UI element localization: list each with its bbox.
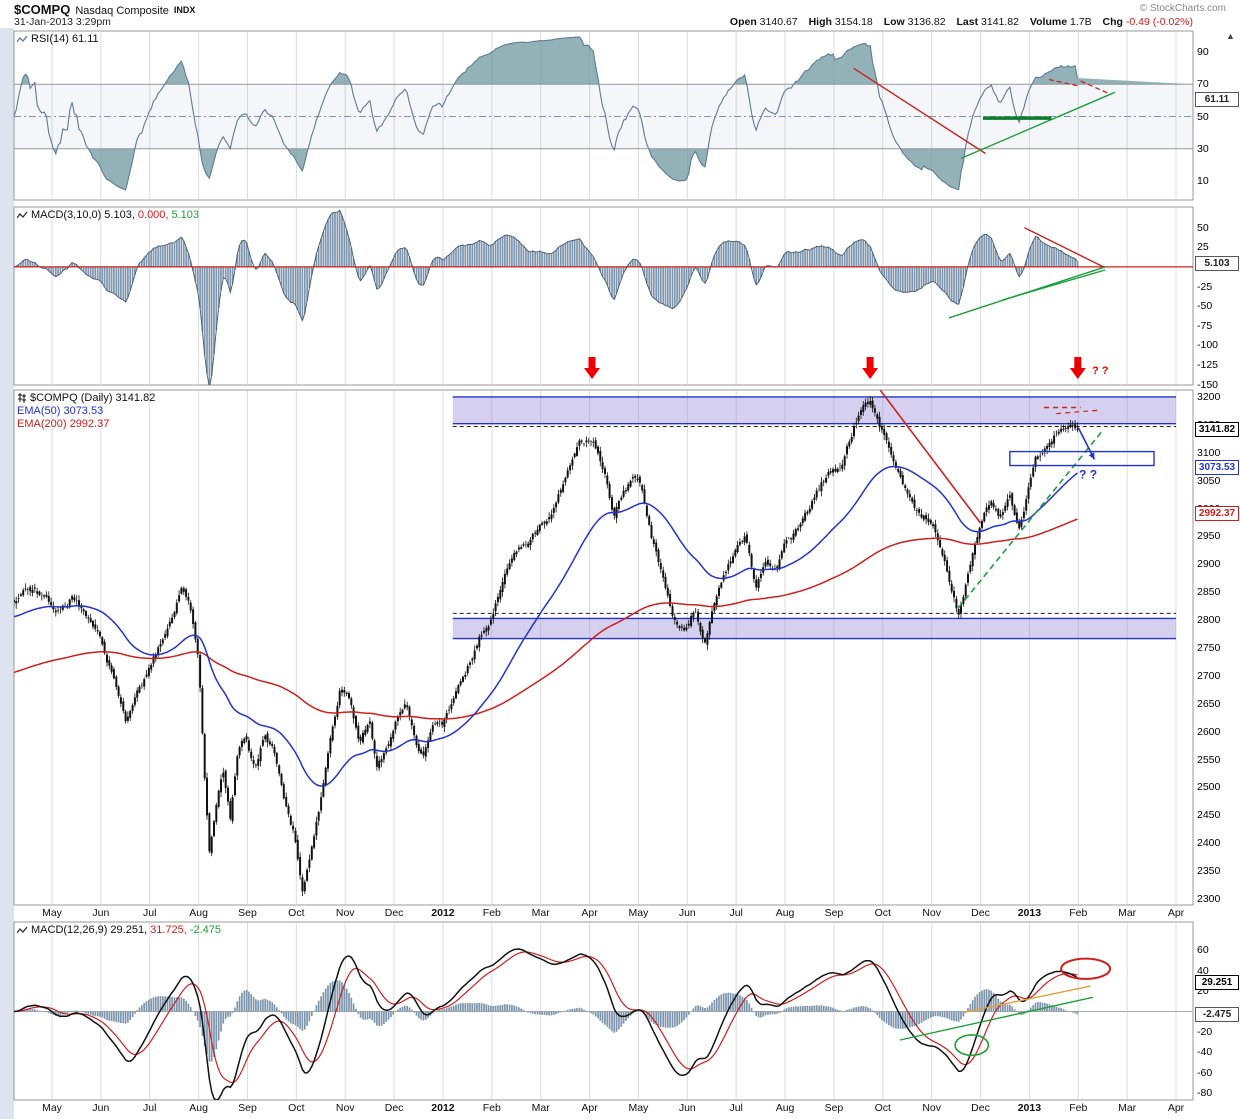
ema200-legend: EMA(200) 2992.37 (17, 418, 109, 430)
symbol-name: Nasdaq Composite (75, 5, 169, 17)
chart-header: $COMPQ Nasdaq Composite INDX © StockCharts… (0, 0, 1240, 29)
rsi-plot (14, 36, 1193, 191)
last-value: 3141.82 (981, 16, 1019, 28)
down-arrow-icon (862, 357, 879, 379)
chg-value: -0.49 (-0.02%) (1125, 16, 1193, 28)
macd-slow-plot (14, 948, 1193, 1100)
macd-slow-value: 29.251, (110, 924, 148, 936)
price-panel (13, 389, 1194, 906)
left-margin (0, 28, 14, 1119)
svg-text:? ?: ? ? (1079, 467, 1097, 481)
macd-fast-signal: 0.000, (137, 209, 169, 221)
macd-fast-plot (14, 209, 1193, 385)
macd-slow-legend-icon (17, 926, 28, 933)
candlestick-legend-icon (18, 393, 26, 403)
price-plot: ? ? (14, 390, 1177, 897)
down-arrow-icon (584, 357, 600, 379)
high-label: High (808, 16, 832, 28)
exchange-tag: INDX (173, 5, 196, 15)
macd_fast-panel (13, 206, 1194, 386)
copyright: © StockCharts.com (1139, 3, 1226, 14)
macd-slow-legend: MACD(12,26,9) 29.251, 31.725, -2.475 (17, 924, 221, 936)
volume-value: 1.7B (1070, 16, 1092, 28)
quote-bar: Open 3140.67 High 3154.18 Low 3136.82 La… (722, 16, 1193, 28)
macd-fast-legend-icon (17, 211, 28, 218)
low-value: 3136.82 (907, 16, 946, 28)
ema50-legend: EMA(50) 3073.53 (17, 405, 103, 417)
symbol: $COMPQ (14, 2, 71, 17)
macd-slow-hist: -2.475 (189, 924, 222, 936)
macd-fast-legend: MACD(3,10,0) 5.103, 0.000, 5.103 (17, 209, 199, 221)
last-label: Last (956, 16, 979, 28)
down-arrow-icon (1069, 357, 1086, 379)
datetime: 31-Jan-2013 3:29pm (14, 16, 111, 28)
low-label: Low (883, 16, 905, 28)
open-label: Open (729, 16, 757, 28)
rsi-label: RSI(14) 61.11 (31, 33, 99, 45)
price-legend: $COMPQ (Daily) 3141.82 (17, 392, 155, 404)
macd-fast-value: 5.103, (104, 209, 135, 221)
rsi-legend: RSI(14) 61.11 (17, 33, 99, 45)
title-row: $COMPQ Nasdaq Composite INDX © StockCharts… (14, 1, 1226, 17)
open-value: 3140.67 (759, 16, 798, 28)
macd-fast-label: MACD(3,10,0) (31, 209, 102, 221)
volume-label: Volume (1029, 16, 1068, 28)
axis-scroll-up-icon[interactable]: ▲ (1226, 31, 1235, 41)
macd-slow-label: MACD(12,26,9) (31, 924, 108, 936)
rsi-legend-icon (17, 35, 28, 42)
ema50-label: EMA(50) 3073.53 (17, 405, 104, 417)
chg-label: Chg (1102, 16, 1123, 28)
high-value: 3154.18 (834, 16, 873, 28)
macd-slow-signal: 31.725, (150, 924, 187, 936)
svg-text:? ?: ? ? (1092, 365, 1109, 377)
quote-row: 31-Jan-2013 3:29pm Open 3140.67 High 315… (14, 16, 1226, 29)
macd-fast-hist: 5.103 (171, 209, 200, 221)
price-label: $COMPQ (Daily) 3141.82 (30, 392, 156, 404)
ema200-label: EMA(200) 2992.37 (17, 418, 110, 430)
signal-arrows: ? ? (584, 357, 1109, 379)
